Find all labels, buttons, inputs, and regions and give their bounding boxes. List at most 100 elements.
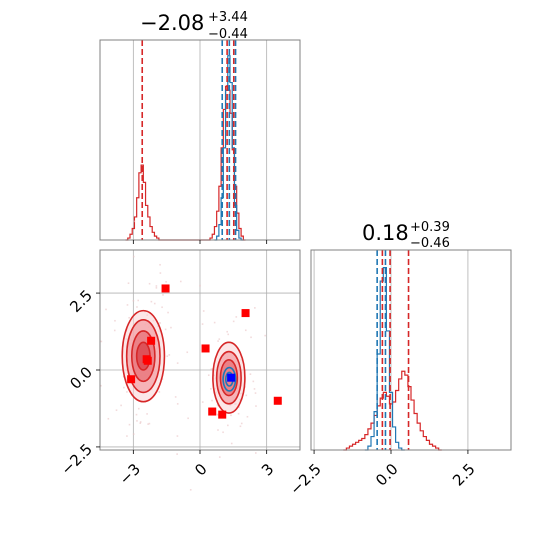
joint-sample-point xyxy=(218,456,221,458)
joint-red-marker-0 xyxy=(161,284,170,293)
x-title-minus: −0.44 xyxy=(208,27,248,42)
y-marginal-tick-label-2: 2.5 xyxy=(449,460,479,490)
y-marginal-hist-series-1 xyxy=(364,267,405,451)
joint-sample-point xyxy=(217,429,219,431)
joint-sample-point xyxy=(153,302,156,305)
joint-sample-point xyxy=(189,488,192,491)
panel-y-marginal-bg xyxy=(311,250,511,450)
joint-sample-point xyxy=(237,412,240,415)
joint-sample-point xyxy=(239,425,242,428)
joint-sample-point xyxy=(105,308,107,311)
y-marginal-tick-label-0: −2.5 xyxy=(286,460,324,498)
joint-red-marker-5 xyxy=(201,344,210,353)
joint-sample-point xyxy=(139,421,142,423)
joint-sample-point xyxy=(100,384,102,387)
joint-x-tick-label-1: 0 xyxy=(191,460,210,479)
joint-sample-point xyxy=(216,404,219,406)
joint-sample-point xyxy=(230,442,233,445)
joint-sample-point xyxy=(107,417,110,420)
joint-sample-point xyxy=(218,338,221,340)
joint-sample-point xyxy=(158,391,161,393)
joint-sample-point xyxy=(254,452,257,454)
joint-y-tick-label-0: −2.5 xyxy=(58,440,96,478)
joint-sample-point xyxy=(216,413,219,416)
joint-sample-point xyxy=(167,311,169,314)
joint-blue-marker-0 xyxy=(227,373,236,382)
joint-sample-point xyxy=(176,453,178,455)
joint-sample-point xyxy=(135,413,138,416)
panel-y-marginal-frame xyxy=(310,249,512,451)
joint-sample-point xyxy=(176,435,179,437)
x-title-value: −2.08 xyxy=(140,11,204,35)
joint-sample-point xyxy=(235,316,238,318)
joint-sample-point xyxy=(136,306,138,308)
joint-sample-point xyxy=(222,431,224,434)
x-title-plus: +3.44 xyxy=(208,10,248,25)
joint-red-marker-1 xyxy=(147,336,156,345)
joint-sample-point xyxy=(136,420,138,422)
joint-sample-point xyxy=(126,435,128,437)
joint-sample-point xyxy=(179,280,182,283)
joint-sample-point xyxy=(127,282,130,285)
joint-sample-point xyxy=(227,424,229,427)
joint-sample-point xyxy=(207,374,210,376)
joint-sample-point xyxy=(155,287,158,289)
joint-sample-point xyxy=(133,220,135,223)
joint-red-marker-4 xyxy=(142,355,151,364)
panel-x-marginal xyxy=(99,39,301,244)
joint-sample-point xyxy=(164,328,167,331)
joint-sample-point xyxy=(139,422,142,424)
joint-sample-point xyxy=(176,362,179,364)
joint-red-marker-2 xyxy=(127,375,136,384)
joint-sample-point xyxy=(249,373,252,375)
joint-red-marker-8 xyxy=(218,410,227,419)
joint-sample-point xyxy=(137,299,140,302)
y-title-plus: +0.39 xyxy=(410,220,450,235)
joint-sample-point xyxy=(126,391,128,393)
joint-sample-point xyxy=(115,409,118,412)
joint-sample-point xyxy=(245,394,248,397)
joint-sample-point xyxy=(148,282,151,285)
y-title-value: 0.18 xyxy=(362,221,409,245)
joint-sample-point xyxy=(232,320,235,323)
joint-sample-point xyxy=(174,396,177,398)
joint-sample-point xyxy=(128,423,131,426)
joint-sample-point xyxy=(126,304,129,306)
joint-sample-point xyxy=(252,380,255,383)
joint-sample-point xyxy=(230,414,232,417)
joint-sample-point xyxy=(100,340,103,343)
joint-sample-point xyxy=(176,403,179,405)
joint-y-tick-label-1: 0.0 xyxy=(66,363,96,393)
joint-sample-point xyxy=(150,300,153,303)
joint-red-marker-6 xyxy=(241,309,250,318)
joint-blue-contour-0 xyxy=(222,366,237,392)
joint-y-tick-label-2: 2.5 xyxy=(66,286,96,316)
joint-sample-point xyxy=(202,310,205,312)
joint-sample-point xyxy=(132,433,135,435)
joint-x-tick-label-0: −3 xyxy=(116,460,144,488)
joint-sample-point xyxy=(137,407,140,410)
joint-sample-point xyxy=(246,415,249,418)
joint-sample-point xyxy=(168,354,171,356)
joint-sample-point xyxy=(211,399,213,402)
joint-sample-point xyxy=(240,422,243,425)
joint-sample-point xyxy=(201,401,204,403)
joint-sample-point xyxy=(210,388,212,390)
joint-sample-point xyxy=(254,307,256,309)
joint-sample-point xyxy=(128,316,130,319)
y-marginal-tick-label-1: 0.0 xyxy=(372,460,402,490)
panel-joint: −3 0 3 −2.5 0.0 2.5 xyxy=(58,220,301,491)
joint-sample-point xyxy=(254,392,257,394)
y-title-minus: −0.46 xyxy=(410,236,450,251)
joint-sample-point xyxy=(159,272,162,274)
joint-sample-point xyxy=(170,326,172,329)
joint-sample-point xyxy=(120,404,122,407)
joint-sample-point xyxy=(132,255,135,258)
joint-sample-point xyxy=(186,351,189,354)
joint-sample-point xyxy=(210,368,213,370)
joint-sample-point xyxy=(155,285,158,287)
joint-sample-point xyxy=(244,329,247,332)
joint-sample-point xyxy=(162,294,164,296)
joint-sample-point xyxy=(217,340,219,342)
joint-sample-point xyxy=(226,330,228,333)
